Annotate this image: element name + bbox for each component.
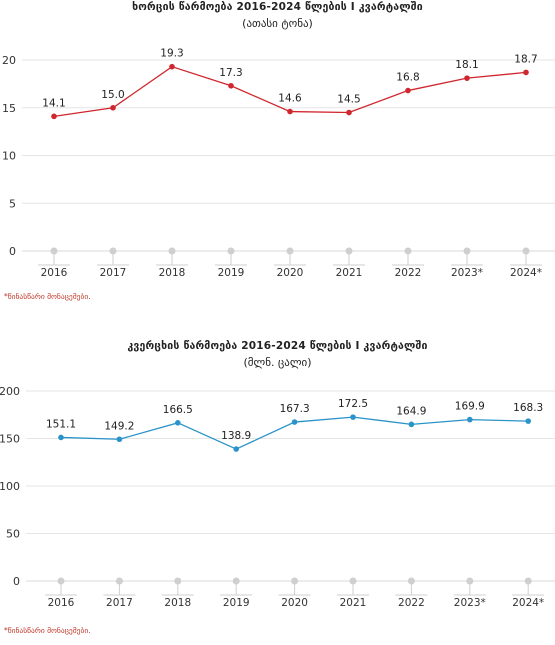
data-label: 166.5 <box>163 404 193 416</box>
category-marker <box>57 577 65 585</box>
y-tick-label: 200 <box>0 385 20 398</box>
data-label: 172.5 <box>338 398 368 410</box>
data-point <box>51 113 57 120</box>
data-label: 151.1 <box>46 418 76 430</box>
category-marker <box>232 577 240 585</box>
category-marker <box>109 247 117 255</box>
x-tick-label: 2022 <box>398 597 425 609</box>
chart-footnote: *წინასწარი მონაცემები. <box>4 292 91 301</box>
data-label: 14.6 <box>278 93 302 105</box>
x-tick-label: 2023* <box>454 597 486 609</box>
data-point <box>116 436 123 443</box>
x-tick-label: 2016 <box>41 267 68 279</box>
data-point <box>467 416 473 423</box>
data-point <box>58 434 64 441</box>
category-marker <box>404 247 412 255</box>
egg-chart-svg: 0 50 100 150 200 2016 2017 2018 2019 2020 2021 2022… <box>0 385 555 609</box>
y-tick-label: 0 <box>13 575 20 588</box>
category-marker <box>345 247 353 255</box>
y-tick-label: 50 <box>6 528 20 541</box>
data-label: 167.3 <box>280 403 310 415</box>
x-tick-label: 2019 <box>218 267 245 279</box>
category-marker <box>291 577 299 585</box>
y-tick-label: 20 <box>2 54 16 67</box>
category-marker <box>115 577 123 585</box>
data-label: 17.3 <box>219 67 242 79</box>
y-tick-label: 10 <box>2 150 16 163</box>
x-tick-label: 2017 <box>106 597 133 609</box>
category-marker <box>50 247 58 255</box>
data-label: 164.9 <box>396 405 426 417</box>
category-marker <box>463 247 471 255</box>
x-tick-label: 2020 <box>281 597 308 609</box>
data-point <box>408 421 415 428</box>
data-point <box>464 75 470 81</box>
chart-subtitle: (მლნ. ცალი) <box>243 356 312 369</box>
x-tick-label: 2022 <box>395 267 422 279</box>
data-label: 15.0 <box>101 89 124 101</box>
data-point <box>233 446 239 452</box>
y-tick-label: 150 <box>0 433 20 446</box>
data-point <box>525 418 531 424</box>
x-tick-label: 2019 <box>223 597 250 609</box>
data-label: 16.8 <box>396 72 419 84</box>
x-tick-label: 2021 <box>340 597 367 609</box>
data-label: 14.1 <box>42 97 65 109</box>
data-point <box>169 63 175 70</box>
meat-production-chart: ხორცის წარმოება 2016-2024 წლების I კვარტ… <box>0 0 555 320</box>
chart-title: ხორცის წარმოება 2016-2024 წლების I კვარტ… <box>132 1 423 13</box>
chart-footnote: *წინასწარი მონაცემები. <box>4 626 91 635</box>
data-label: 19.3 <box>160 48 183 60</box>
category-marker <box>349 577 357 585</box>
data-point <box>523 69 529 76</box>
category-marker <box>174 577 182 585</box>
data-label: 138.9 <box>221 430 251 442</box>
x-tick-label: 2018 <box>164 597 191 609</box>
x-tick-label: 2017 <box>100 267 127 279</box>
data-point <box>175 420 181 426</box>
data-label: 169.9 <box>455 401 485 413</box>
chart-title: კვერცხის წარმოება 2016-2024 წლების I კვა… <box>127 340 428 352</box>
y-tick-label: 0 <box>9 245 16 258</box>
x-tick-label: 2021 <box>336 267 363 279</box>
egg-production-chart: კვერცხის წარმოება 2016-2024 წლების I კვა… <box>0 330 555 645</box>
category-marker <box>168 247 176 255</box>
x-tick-label: 2016 <box>48 597 75 609</box>
data-label: 14.5 <box>337 94 360 106</box>
data-point <box>291 419 298 425</box>
data-point <box>110 104 116 111</box>
x-tick-label: 2020 <box>277 267 304 279</box>
category-marker <box>524 577 532 585</box>
meat-chart-svg: 0 5 10 15 20 2016 2017 2018 2019 2020 2021 2022 2023… <box>2 48 555 279</box>
y-tick-label: 15 <box>2 102 16 115</box>
data-point <box>228 82 234 89</box>
data-point <box>405 87 411 94</box>
data-label: 18.7 <box>514 53 537 65</box>
data-label: 149.2 <box>104 420 134 432</box>
x-tick-label: 2024* <box>512 597 544 609</box>
x-tick-label: 2018 <box>159 267 186 279</box>
y-tick-label: 100 <box>0 480 20 493</box>
category-marker <box>407 577 415 585</box>
category-marker <box>466 577 474 585</box>
data-point <box>350 414 356 420</box>
x-tick-label: 2023* <box>451 267 483 279</box>
chart-subtitle: (ათასი ტონა) <box>242 17 313 30</box>
data-label: 168.3 <box>513 402 543 414</box>
data-point <box>287 108 293 115</box>
category-marker <box>286 247 294 255</box>
x-tick-label: 2024* <box>510 267 542 279</box>
category-marker <box>227 247 235 255</box>
category-marker <box>522 247 530 255</box>
data-point <box>346 109 352 116</box>
data-label: 18.1 <box>455 59 478 71</box>
y-tick-label: 5 <box>9 197 16 210</box>
